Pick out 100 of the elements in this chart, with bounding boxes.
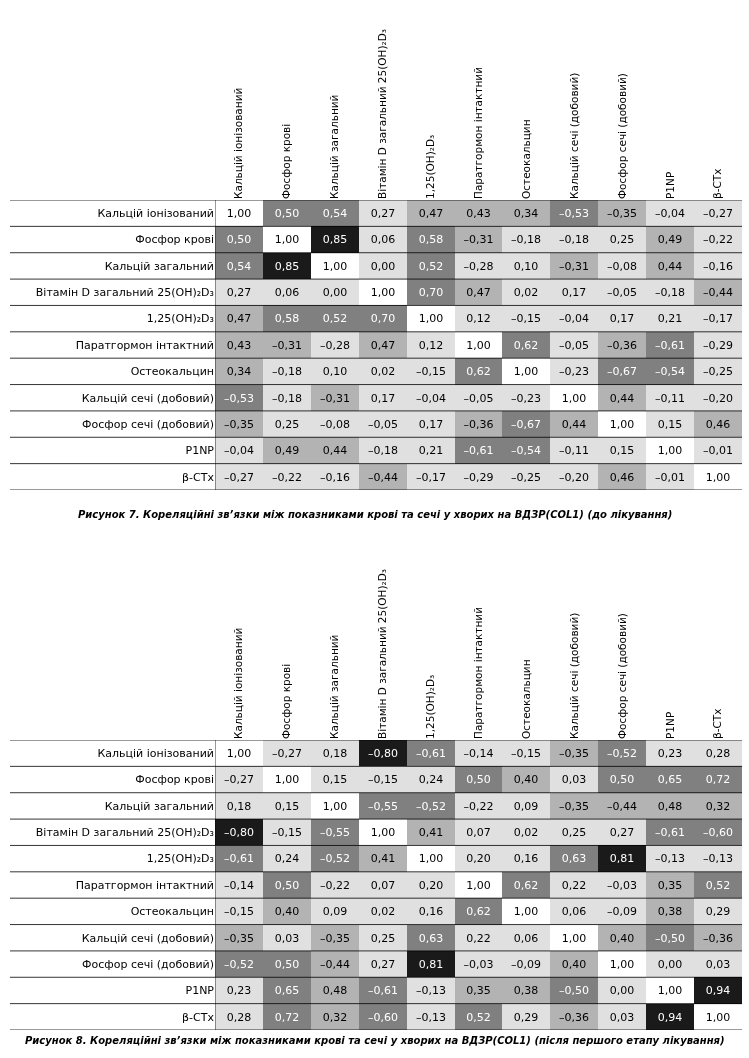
data-label: –0,53	[224, 391, 254, 405]
data-label: 0,15	[274, 799, 300, 813]
data-label: –0,55	[368, 799, 398, 813]
data-label: 1,00	[226, 746, 252, 760]
y-tick-label: β-CTx	[182, 470, 215, 484]
data-label: –0,23	[559, 365, 589, 378]
data-label: –0,04	[416, 391, 446, 405]
data-label: 0,22	[561, 878, 587, 892]
data-label: 0,15	[322, 773, 348, 786]
data-label: 0,54	[322, 206, 348, 220]
data-label: 0,10	[513, 259, 539, 273]
y-tick-label: Кальцій іонізований	[97, 747, 214, 761]
data-label: 0,32	[322, 1010, 348, 1024]
data-label: 0,62	[513, 878, 539, 892]
data-label: 0,21	[418, 444, 444, 457]
data-label: –0,20	[703, 391, 733, 405]
data-label: –0,27	[703, 206, 733, 220]
y-tick-label: Фосфор крові	[135, 773, 214, 787]
data-label: 0,20	[466, 852, 491, 865]
data-label: –0,05	[559, 338, 589, 352]
data-label: 0,07	[466, 825, 491, 839]
data-label: –0,05	[607, 285, 637, 299]
data-label: 0,10	[322, 365, 348, 378]
data-label: 0,43	[466, 206, 491, 220]
data-label: 0,58	[418, 233, 444, 246]
y-tick-label: P1NP	[185, 444, 215, 458]
data-label: –0,61	[655, 825, 685, 839]
x-tick-label: β-CTx	[711, 168, 724, 199]
data-label: –0,60	[368, 1010, 398, 1024]
data-label: 0,16	[418, 905, 444, 918]
data-label: –0,53	[559, 206, 589, 220]
data-label: –0,52	[416, 799, 446, 813]
data-label: 0,17	[561, 285, 587, 299]
data-label: 0,50	[274, 206, 300, 220]
data-label: 0,50	[226, 233, 252, 246]
data-label: 0,43	[226, 338, 252, 352]
x-tick-label: Кальцій сечі (добовий)	[567, 72, 580, 199]
data-label: –0,16	[320, 470, 350, 484]
data-label: –0,61	[368, 984, 398, 997]
data-label: –0,25	[703, 365, 733, 378]
data-label: 0,18	[322, 746, 348, 760]
data-label: 0,44	[322, 444, 348, 457]
data-label: 0,38	[657, 905, 683, 918]
data-label: –0,11	[559, 444, 589, 457]
data-label: –0,44	[703, 285, 733, 299]
data-label: –0,50	[559, 984, 589, 997]
data-label: 0,18	[226, 799, 252, 813]
data-label: 0,07	[370, 878, 396, 892]
data-label: –0,27	[224, 773, 254, 786]
x-tick-label: Паратгормон інтактний	[471, 66, 484, 199]
data-label: –0,35	[224, 417, 254, 431]
data-label: 0,63	[561, 852, 587, 865]
data-label: 0,35	[657, 878, 683, 892]
data-label: –0,44	[320, 957, 350, 971]
data-label: 0,52	[418, 259, 444, 273]
data-label: –0,61	[416, 746, 446, 760]
data-label: –0,23	[511, 391, 541, 405]
data-label: –0,17	[703, 312, 733, 325]
data-label: –0,61	[463, 444, 494, 457]
data-label: 0,02	[513, 825, 539, 839]
x-tick-label: Остеокальцин	[519, 659, 532, 739]
data-label: 0,27	[609, 825, 635, 839]
y-tick-label: 1,25(OH)₂D₃	[146, 852, 214, 866]
x-tick-label: Фосфор крові	[280, 663, 293, 739]
data-label: 0,48	[322, 984, 348, 997]
data-label: –0,18	[272, 365, 302, 378]
data-label: 0,50	[274, 957, 300, 971]
data-label: 0,12	[466, 312, 491, 325]
data-label: 0,49	[274, 444, 300, 457]
data-label: –0,22	[272, 470, 302, 484]
data-label: 0,46	[609, 470, 635, 484]
data-label: 0,62	[466, 365, 491, 378]
y-tick-label: Фосфор сечі (добовий)	[82, 957, 214, 971]
data-label: 0,00	[370, 259, 396, 273]
data-label: –0,13	[703, 852, 733, 865]
data-label: 0,94	[657, 1010, 683, 1024]
data-label: 0,03	[274, 931, 300, 945]
y-tick-label: Кальцій сечі (добовий)	[81, 391, 214, 405]
data-label: 1,00	[657, 444, 683, 457]
data-label: 0,47	[226, 312, 252, 325]
y-tick-label: 1,25(OH)₂D₃	[146, 312, 214, 326]
data-label: 0,65	[657, 773, 683, 786]
data-label: 0,72	[705, 773, 731, 786]
data-label: 0,41	[370, 852, 396, 865]
data-label: 1,00	[370, 285, 396, 299]
data-label: 1,00	[418, 312, 444, 325]
data-label: –0,35	[607, 206, 637, 220]
data-label: 0,52	[466, 1010, 491, 1024]
data-label: –0,31	[272, 338, 302, 352]
data-label: –0,13	[416, 1010, 446, 1024]
data-label: 0,23	[226, 984, 252, 997]
data-label: –0,28	[463, 259, 494, 273]
data-label: 0,94	[705, 984, 731, 997]
y-tick-label: Кальцій загальний	[104, 259, 214, 273]
x-tick-label: Кальцій загальний	[328, 634, 341, 739]
data-label: –0,36	[559, 1010, 589, 1024]
x-tick-label: Кальцій загальний	[328, 94, 341, 199]
data-label: –0,15	[272, 825, 302, 839]
data-label: 0,17	[418, 417, 444, 431]
data-label: –0,05	[368, 417, 398, 431]
